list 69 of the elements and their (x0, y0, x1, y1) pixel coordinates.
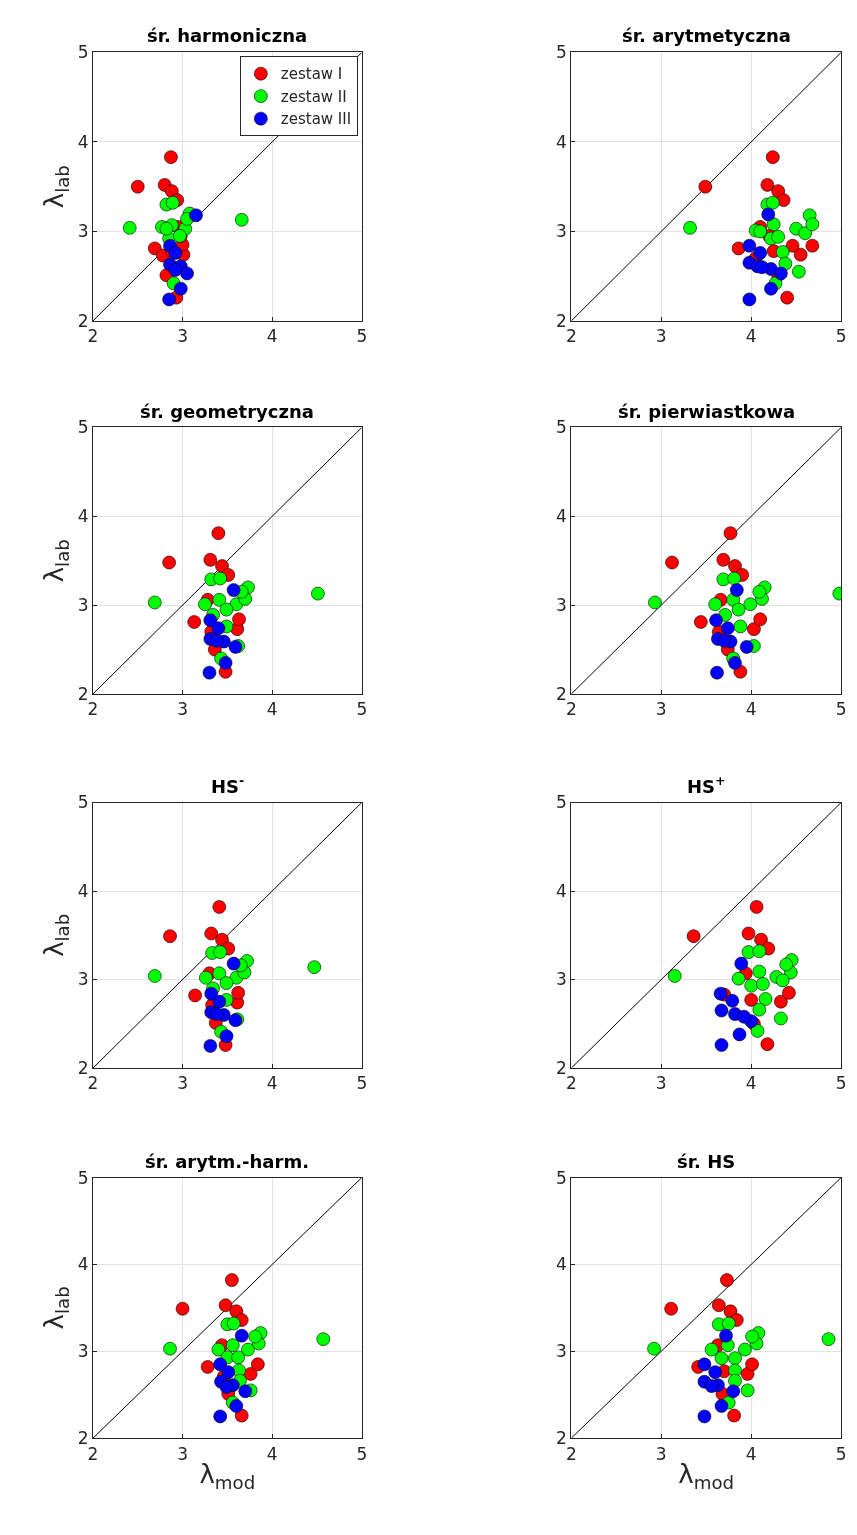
y-tick-label: 2 (556, 310, 567, 331)
y-tick-label: 3 (556, 595, 567, 616)
x-tick-label: 3 (177, 699, 188, 720)
y-tick-label: 3 (77, 221, 89, 242)
x-tick-label: 4 (745, 1443, 757, 1464)
y-tick-label: 4 (556, 506, 567, 527)
x-tick-label: 4 (745, 326, 757, 347)
x-tick-label: 3 (177, 1443, 188, 1464)
x-tick-label: 3 (177, 326, 188, 347)
legend-label: zestaw I (280, 65, 343, 84)
y-tick-label: 2 (556, 683, 567, 704)
y-tick-label: 3 (556, 1341, 567, 1362)
y-tick-label: 4 (77, 1254, 89, 1275)
y-tick-label: 2 (77, 310, 89, 331)
x-tick-label: 5 (835, 1073, 847, 1094)
x-tick-label: 3 (177, 1073, 188, 1094)
x-tick-label: 4 (266, 1073, 278, 1094)
x-tick-label: 4 (745, 1073, 757, 1094)
y-tick-label: 2 (77, 1057, 89, 1078)
y-tick-label: 3 (77, 969, 89, 990)
chart-title: śr. harmoniczna (147, 25, 308, 46)
y-tick-label: 4 (77, 131, 89, 152)
legend-label: zestaw II (280, 87, 347, 106)
x-tick-label: 4 (266, 1443, 278, 1464)
y-tick-label: 4 (556, 1254, 567, 1275)
x-tick-label: 3 (655, 1073, 667, 1094)
y-tick-label: 4 (556, 131, 567, 152)
y-tick-label: 4 (77, 880, 89, 901)
y-tick-label: 3 (556, 969, 567, 990)
y-tick-label: 4 (77, 506, 89, 527)
x-tick-label: 5 (356, 326, 368, 347)
x-tick-label: 4 (745, 699, 757, 720)
y-tick-label: 2 (77, 683, 89, 704)
y-tick-label: 5 (556, 417, 567, 438)
x-axis-title: λ$_{mod}$ (678, 1459, 735, 1493)
x-tick-label: 5 (356, 1073, 368, 1094)
y-tick-label: 2 (77, 1428, 89, 1449)
chart-title: śr. arytmetyczna (622, 25, 791, 46)
chart-title: HS$^{+}$ (687, 773, 726, 797)
x-tick-label: 4 (266, 326, 278, 347)
y-tick-label: 5 (77, 1167, 89, 1188)
x-tick-label: 5 (835, 699, 847, 720)
y-tick-label: 3 (556, 221, 567, 242)
x-tick-label: 5 (356, 1443, 368, 1464)
chart-title: śr. HS (677, 1151, 736, 1172)
x-tick-label: 5 (835, 326, 847, 347)
y-tick-label: 2 (556, 1057, 567, 1078)
chart-title: HS$^{-}$ (211, 773, 245, 797)
chart-title: śr. arytm.-harm. (145, 1151, 309, 1172)
y-tick-label: 4 (556, 880, 567, 901)
y-tick-label: 5 (77, 417, 89, 438)
y-tick-label: 5 (556, 1167, 567, 1188)
x-tick-label: 3 (655, 326, 667, 347)
x-axis-title: λ$_{mod}$ (199, 1459, 256, 1493)
x-tick-label: 5 (835, 1443, 847, 1464)
y-tick-label: 5 (556, 42, 567, 63)
chart-title: śr. geometryczna (140, 401, 314, 422)
y-tick-label: 2 (556, 1428, 567, 1449)
y-tick-label: 5 (556, 792, 567, 813)
legend-label: zestaw III (280, 110, 352, 129)
x-tick-label: 3 (655, 1443, 667, 1464)
y-tick-label: 3 (77, 1341, 89, 1362)
y-tick-label: 3 (77, 595, 89, 616)
y-tick-label: 5 (77, 42, 89, 63)
chart-title: śr. pierwiastkowa (618, 401, 796, 422)
x-tick-label: 4 (266, 699, 278, 720)
x-tick-label: 5 (356, 699, 368, 720)
y-tick-label: 5 (77, 792, 89, 813)
x-tick-label: 3 (655, 699, 667, 720)
